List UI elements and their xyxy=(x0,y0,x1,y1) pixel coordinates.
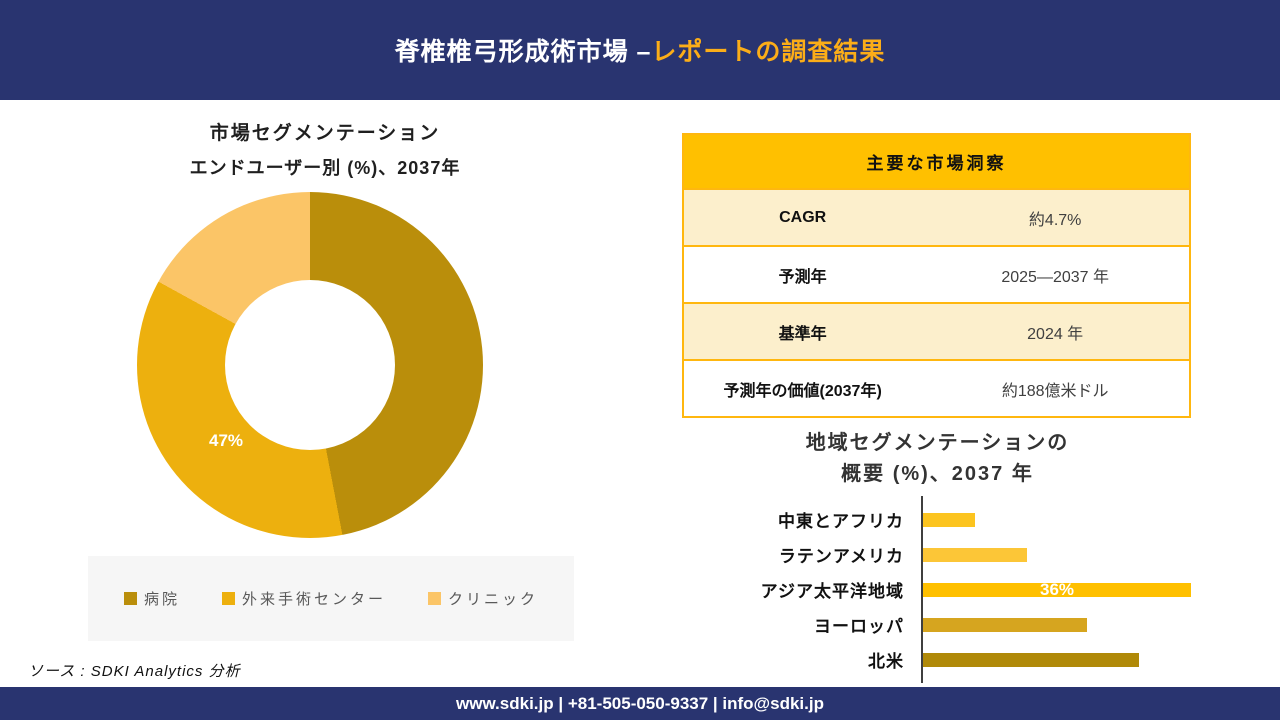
bar-row: 中東とアフリカ xyxy=(675,502,1200,537)
bar xyxy=(923,652,1139,667)
legend-swatch-icon xyxy=(428,592,441,605)
table-row-value: 約4.7% xyxy=(1028,211,1082,229)
table-row-value: 2025—2037 年 xyxy=(1001,268,1109,286)
legend-label: 外来手術センター xyxy=(241,591,386,608)
bar-category-label: アジア太平洋地域 xyxy=(760,582,904,601)
regional-bar-chart: 地域セグメンテーションの 概要 (%)、2037 年 中東とアフリカ ラテンアメリ… xyxy=(675,428,1200,683)
donut-hole xyxy=(225,280,395,450)
table-row-label: CAGR xyxy=(779,208,827,226)
key-insights-table-body: CAGR 約4.7% 予測年 2025—2037 年基準年 2024 年予測年の価値(2… xyxy=(684,188,1189,416)
legend-label: クリニック xyxy=(448,591,539,608)
page-title-market-name: 脊椎椎弓形成術市場 – xyxy=(394,38,652,66)
contact-footer-text: www.sdki.jp | +81-505-050-9337 | info@sd… xyxy=(456,693,824,713)
contact-footer-banner: www.sdki.jp | +81-505-050-9337 | info@sd… xyxy=(0,687,1280,720)
page-title: 脊椎椎弓形成術市場 –レポートの調査結果 xyxy=(395,32,886,68)
bar xyxy=(923,512,975,527)
table-row: 予測年の価値(2037年) 約188億米ドル xyxy=(684,359,1189,416)
table-row-label: 予測年の価値(2037年) xyxy=(723,382,882,400)
bar-category-label: ラテンアメリカ xyxy=(778,547,904,566)
table-row: CAGR 約4.7% xyxy=(684,188,1189,245)
bar-value-label: 36% xyxy=(1039,579,1075,599)
bar-row: ヨーロッパ xyxy=(675,607,1200,642)
bar-row: ラテンアメリカ xyxy=(675,537,1200,572)
key-insights-table: 主要な市場洞察 CAGR 約4.7% 予測年 2025—2037 年基準年 2024 年… xyxy=(682,133,1191,418)
key-insights-table-title: 主要な市場洞察 xyxy=(684,135,1189,188)
bar-chart-title-line2: 概要 (%)、2037 年 xyxy=(841,463,1034,485)
donut-legend: 病院 外来手術センター クリニック xyxy=(88,556,574,641)
bar-chart-title: 地域セグメンテーションの 概要 (%)、2037 年 xyxy=(675,428,1200,490)
bar-chart-axis-line xyxy=(921,496,923,683)
legend-item: 病院 xyxy=(123,588,180,609)
page-title-accent: レポートの調査結果 xyxy=(651,38,886,66)
donut-chart-subtitle: エンドユーザー別 (%)、2037年 xyxy=(189,158,461,178)
bar xyxy=(923,547,1027,562)
legend-label: 病院 xyxy=(143,591,180,608)
bar-category-label: 中東とアフリカ xyxy=(778,512,904,531)
bar-category-label: ヨーロッパ xyxy=(814,617,904,636)
bar: 36% xyxy=(923,579,1191,599)
source-note: ソース : SDKI Analytics 分析 xyxy=(28,663,241,680)
table-row: 基準年 2024 年 xyxy=(684,302,1189,359)
bar-category-label: 北米 xyxy=(868,652,904,671)
report-header-banner: 脊椎椎弓形成術市場 –レポートの調査結果 xyxy=(0,0,1280,100)
donut-chart-titles: 市場セグメンテーション エンドユーザー別 (%)、2037年 xyxy=(65,118,585,180)
legend-swatch-icon xyxy=(123,592,137,605)
table-row-value: 2024 年 xyxy=(1027,325,1084,343)
bar-chart-plot-area: 中東とアフリカ ラテンアメリカアジア太平洋地域 36% ヨーロッパ北米 xyxy=(675,496,1200,683)
bar-row: アジア太平洋地域 36% xyxy=(675,572,1200,607)
bar-row: 北米 xyxy=(675,642,1200,677)
table-row-value: 約188億米ドル xyxy=(1001,382,1109,400)
table-row-label: 基準年 xyxy=(778,325,827,343)
bar-chart-title-line1: 地域セグメンテーションの xyxy=(805,432,1070,454)
legend-item: クリニック xyxy=(428,588,538,609)
legend-item: 外来手術センター xyxy=(221,588,386,609)
donut-chart-title: 市場セグメンテーション xyxy=(209,123,441,144)
bar xyxy=(923,617,1087,632)
donut-slice-label: 47% xyxy=(208,431,244,450)
table-row: 予測年 2025—2037 年 xyxy=(684,245,1189,302)
legend-swatch-icon xyxy=(221,592,235,605)
donut-chart: 47% xyxy=(137,192,483,538)
table-row-label: 予測年 xyxy=(778,268,827,286)
